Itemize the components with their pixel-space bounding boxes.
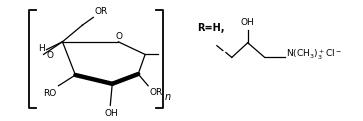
- Text: OH: OH: [241, 18, 254, 27]
- Text: OR: OR: [149, 88, 162, 97]
- Text: R=H,: R=H,: [197, 23, 224, 33]
- Text: N(CH$_3$)$_3^+$Cl$^-$: N(CH$_3$)$_3^+$Cl$^-$: [286, 47, 342, 62]
- Text: n: n: [165, 91, 171, 102]
- Text: H: H: [38, 44, 45, 53]
- Text: OR: OR: [94, 7, 107, 16]
- Text: O: O: [46, 51, 53, 60]
- Text: OH: OH: [105, 109, 118, 118]
- Text: O: O: [116, 32, 123, 41]
- Text: RO: RO: [43, 89, 57, 98]
